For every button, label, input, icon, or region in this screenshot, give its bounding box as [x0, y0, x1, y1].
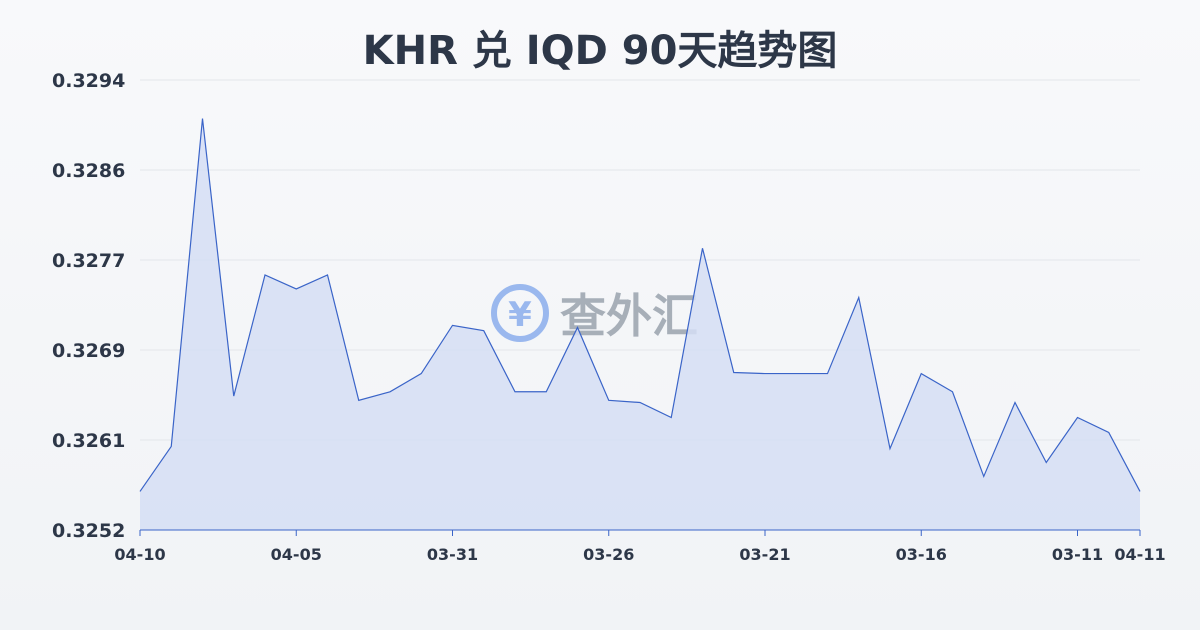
chart-title: KHR 兑 IQD 90天趋势图 [362, 28, 838, 74]
x-tick-label: 03-26 [583, 545, 634, 564]
x-tick-label: 03-16 [896, 545, 947, 564]
y-tick-label: 0.3277 [52, 250, 125, 272]
x-tick-label: 03-11 [1052, 545, 1103, 564]
watermark-logo-icon [491, 284, 549, 342]
watermark-text: 查外汇 [560, 289, 698, 343]
x-tick-label: 04-10 [114, 545, 165, 564]
y-tick-label: 0.3261 [52, 430, 125, 452]
area-fill [140, 118, 1140, 531]
y-tick-label: 0.3286 [52, 160, 125, 182]
y-tick-label: 0.3269 [52, 340, 125, 362]
x-tick-label: 03-31 [427, 545, 478, 564]
watermark-yen-icon: ¥ [508, 295, 532, 335]
x-tick-label: 04-05 [271, 545, 322, 564]
x-tick-label: 04-11 [1114, 545, 1165, 564]
y-tick-label: 0.3252 [52, 520, 125, 542]
x-tick-label: 03-21 [739, 545, 790, 564]
y-tick-label: 0.3294 [52, 70, 125, 92]
